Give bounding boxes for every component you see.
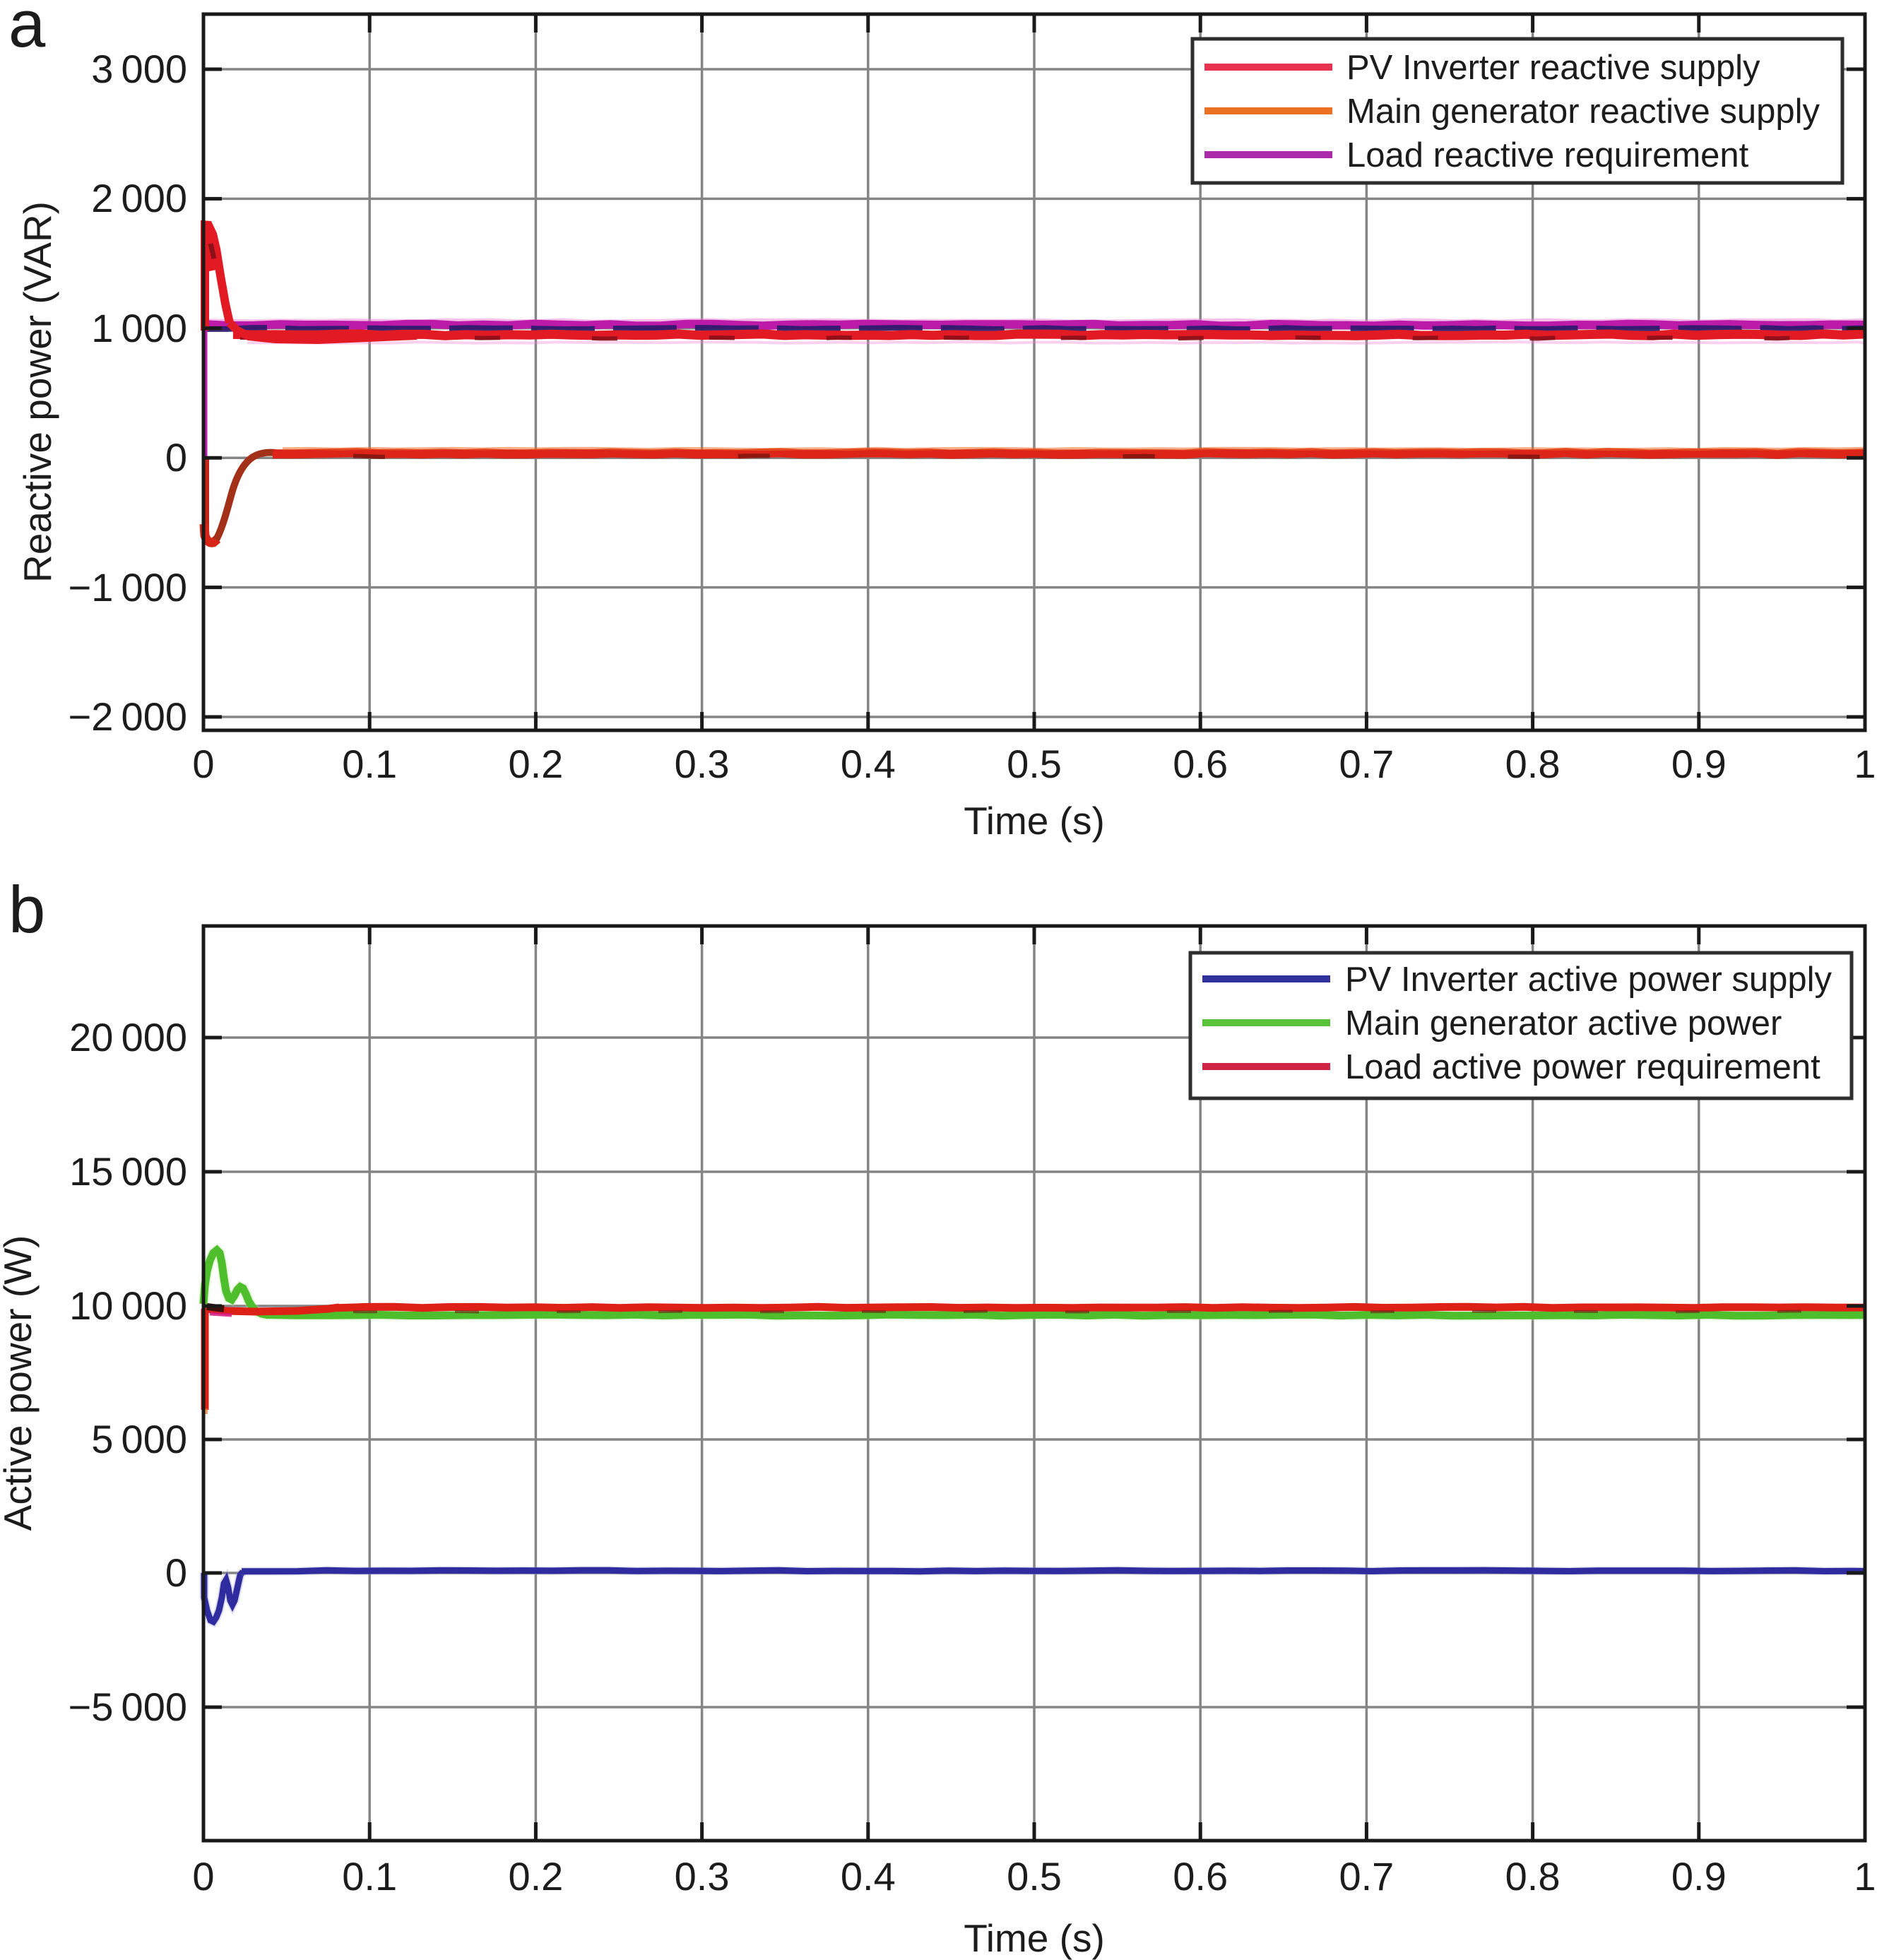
- svg-text:0.6: 0.6: [1173, 1854, 1228, 1899]
- svg-text:b: b: [8, 872, 45, 946]
- svg-text:0.4: 0.4: [841, 1854, 896, 1899]
- svg-text:5 000: 5 000: [91, 1417, 187, 1461]
- svg-text:Active power (W): Active power (W): [0, 1235, 40, 1531]
- svg-text:−5 000: −5 000: [69, 1685, 188, 1729]
- svg-text:Load active power requirement: Load active power requirement: [1345, 1048, 1820, 1086]
- svg-text:0.1: 0.1: [342, 742, 397, 786]
- svg-text:0.8: 0.8: [1505, 1854, 1561, 1899]
- svg-text:−2 000: −2 000: [69, 694, 188, 739]
- svg-text:0: 0: [192, 742, 214, 786]
- svg-text:Time (s): Time (s): [964, 1916, 1105, 1960]
- svg-text:Reactive power (VAR): Reactive power (VAR): [16, 201, 59, 583]
- svg-text:1 000: 1 000: [91, 306, 187, 350]
- svg-text:PV Inverter reactive supply: PV Inverter reactive supply: [1346, 49, 1760, 87]
- svg-text:−1 000: −1 000: [69, 565, 188, 610]
- svg-text:Main generator reactive supply: Main generator reactive supply: [1346, 93, 1820, 131]
- svg-text:0.5: 0.5: [1007, 1854, 1062, 1899]
- svg-text:15 000: 15 000: [69, 1149, 187, 1194]
- svg-text:Main generator active power: Main generator active power: [1345, 1004, 1782, 1043]
- svg-text:0.5: 0.5: [1007, 742, 1062, 786]
- svg-text:10 000: 10 000: [69, 1283, 187, 1328]
- svg-text:0: 0: [165, 1550, 187, 1595]
- svg-text:1: 1: [1854, 742, 1876, 786]
- svg-text:0.3: 0.3: [675, 742, 730, 786]
- svg-text:20 000: 20 000: [69, 1015, 187, 1059]
- svg-text:0.3: 0.3: [675, 1854, 730, 1899]
- svg-text:0.1: 0.1: [342, 1854, 397, 1899]
- svg-text:Load reactive requirement: Load reactive requirement: [1346, 136, 1749, 174]
- svg-text:a: a: [8, 0, 46, 61]
- svg-text:0.2: 0.2: [508, 742, 563, 786]
- svg-text:1: 1: [1854, 1854, 1876, 1899]
- svg-text:0.2: 0.2: [508, 1854, 563, 1899]
- svg-text:0.6: 0.6: [1173, 742, 1228, 786]
- svg-text:0: 0: [192, 1854, 214, 1899]
- svg-text:2 000: 2 000: [91, 176, 187, 220]
- svg-text:PV Inverter active power suppl: PV Inverter active power supply: [1345, 961, 1832, 999]
- svg-text:0.7: 0.7: [1339, 742, 1394, 786]
- svg-text:0.7: 0.7: [1339, 1854, 1394, 1899]
- svg-text:0.4: 0.4: [841, 742, 896, 786]
- svg-text:Time (s): Time (s): [964, 799, 1105, 843]
- svg-text:0: 0: [165, 435, 187, 480]
- svg-text:3 000: 3 000: [91, 47, 187, 91]
- svg-text:0.8: 0.8: [1505, 742, 1561, 786]
- svg-text:0.9: 0.9: [1671, 742, 1727, 786]
- svg-text:0.9: 0.9: [1671, 1854, 1727, 1899]
